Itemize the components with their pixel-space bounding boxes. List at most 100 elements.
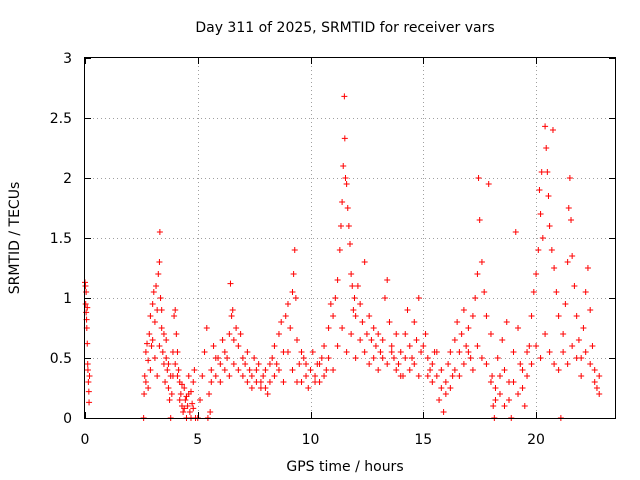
data-point [506,397,512,403]
data-point [551,265,558,271]
data-point [438,385,445,391]
data-point [569,343,576,349]
data-point [447,385,454,391]
data-point [224,355,231,361]
data-point [422,331,429,337]
data-point [487,331,494,337]
data-point [456,373,463,379]
data-point [145,385,152,391]
data-point [487,379,494,385]
data-point [309,349,316,355]
data-point [499,337,506,343]
data-point [340,163,347,169]
data-point [569,253,576,259]
data-point [456,349,463,355]
data-point [587,307,594,313]
data-point [226,373,233,379]
data-point [208,367,215,373]
data-point [366,313,373,319]
data-point [142,349,149,355]
data-point [515,325,522,331]
data-point [325,325,332,331]
data-point [184,403,191,409]
data-point [275,331,282,337]
data-point [519,367,526,373]
data-point [549,127,556,133]
data-point [489,373,496,379]
data-point [510,349,517,355]
axis-ticks [85,58,615,419]
data-point [564,361,571,367]
data-point [465,325,472,331]
data-point [321,373,328,379]
data-point [156,259,163,265]
data-point [568,217,575,223]
data-point [147,313,154,319]
data-point [384,361,391,367]
data-point [163,337,170,343]
data-point [372,343,379,349]
data-point [384,277,391,283]
data-point [199,373,206,379]
data-point [174,373,181,379]
data-point [458,331,465,337]
data-point [177,391,184,397]
data-point [158,325,165,331]
data-point [386,319,393,325]
data-point [158,307,165,313]
data-point [190,405,197,412]
data-point [573,313,580,319]
data-point [492,397,499,403]
data-point [361,349,368,355]
data-point [551,361,558,367]
data-point [221,367,228,373]
data-point [290,271,297,277]
data-point [323,367,330,373]
data-point [580,325,587,331]
data-point [289,289,296,295]
data-point [332,295,339,301]
data-point [298,349,305,355]
data-point [342,175,349,181]
data-point [169,349,176,355]
x-tick-labels: 0 5 10 15 20 [81,432,545,448]
data-point [228,313,235,319]
data-point [542,331,549,337]
data-point [182,397,189,403]
data-point [397,349,404,355]
data-point [206,391,213,397]
data-point [472,295,479,301]
data-point [481,289,488,295]
data-point [171,313,178,319]
data-point [85,379,92,385]
data-point [543,145,550,151]
data-point [469,367,476,373]
data-point [375,331,382,337]
data-point [478,355,485,361]
data-point [539,235,546,241]
data-point [415,295,422,301]
data-point [208,379,215,385]
data-point [546,223,553,229]
data-point [395,361,402,367]
data-point [300,355,307,361]
data-point [524,349,531,355]
data-point [469,313,476,319]
data-point [149,301,156,307]
data-point [582,289,589,295]
data-point [496,391,503,397]
data-point [165,361,172,367]
data-point [354,283,361,289]
data-point [546,349,553,355]
data-point [210,343,217,349]
data-point [280,379,287,385]
data-point [533,271,540,277]
data-point [433,349,440,355]
data-point [348,271,355,277]
data-point [284,301,291,307]
data-point [575,337,582,343]
data-point [82,283,89,289]
data-point [84,340,91,347]
data-point [289,367,296,373]
data-point [501,367,508,373]
